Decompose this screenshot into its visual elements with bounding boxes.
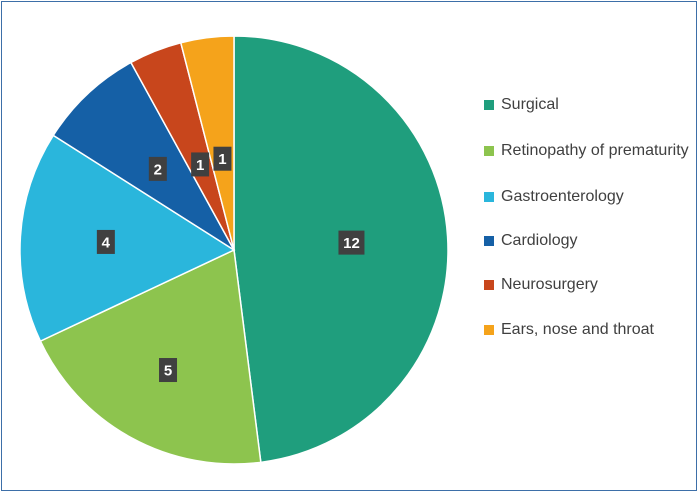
data-label-box — [338, 230, 365, 255]
data-label-box — [159, 358, 178, 383]
pie-data-labels: 12 5 4 2 1 1 — [96, 146, 365, 383]
legend-label: Ears, nose and throat — [501, 321, 654, 338]
legend-swatch — [484, 280, 494, 290]
legend-label: Surgical — [501, 96, 559, 113]
data-label-value: 1 — [218, 151, 226, 168]
legend-swatch — [484, 100, 494, 110]
legend-swatch — [484, 236, 494, 246]
pie-slice-ears-nose-and-throat — [179, 35, 235, 251]
data-label-gastroenterology: 4 — [96, 229, 115, 254]
data-label-value: 2 — [154, 161, 162, 178]
data-label-surgical: 12 — [338, 230, 365, 255]
legend-label: Neurosurgery — [501, 276, 598, 293]
data-label-value: 1 — [196, 157, 204, 174]
data-label-ears-nose-and-throat: 1 — [213, 146, 232, 171]
data-label-cardiology: 2 — [148, 156, 167, 181]
data-label-box — [148, 156, 167, 181]
data-label-box — [213, 146, 232, 171]
legend-label: Cardiology — [501, 232, 578, 249]
data-label-retinopathy-of-prematurity: 5 — [159, 358, 178, 383]
pie-slice-retinopathy-of-prematurity — [39, 248, 262, 465]
pie-slices — [19, 35, 449, 465]
legend-label: Retinopathy of prematurity — [501, 142, 689, 159]
data-label-value: 5 — [164, 363, 172, 380]
data-label-box — [96, 229, 115, 254]
legend-swatch — [484, 325, 494, 335]
data-label-value: 12 — [343, 235, 360, 252]
data-label-neurosurgery: 1 — [191, 152, 210, 177]
legend-label: Gastroenterology — [501, 188, 624, 205]
data-label-box — [191, 152, 210, 177]
data-label-value: 4 — [102, 234, 111, 251]
legend-swatch — [484, 192, 494, 202]
legend-swatch — [484, 146, 494, 156]
pie-slice-gastroenterology — [19, 134, 236, 343]
pie-slice-cardiology — [52, 61, 235, 251]
